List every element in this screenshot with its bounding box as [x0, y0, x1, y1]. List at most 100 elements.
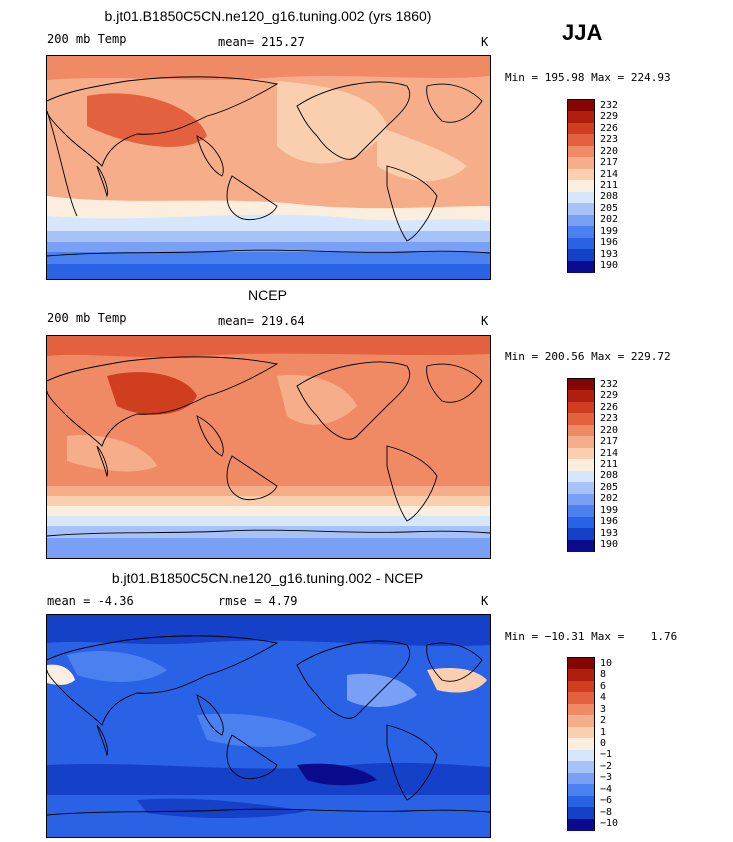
colorbar-swatch — [568, 447, 594, 460]
colorbar-level-label: 2 — [600, 715, 607, 727]
colorbar-swatch — [568, 692, 594, 705]
panel-2-minmax: Min = 200.56 Max = 229.72 — [505, 350, 671, 363]
colorbar-swatch — [568, 470, 594, 483]
colorbar-level-label: 229 — [600, 390, 619, 402]
colorbar-level-label: 220 — [600, 424, 619, 436]
colorbar-swatch — [568, 516, 594, 529]
colorbar-level-label: 223 — [600, 134, 619, 146]
colorbar-swatch — [568, 134, 594, 147]
colorbar-swatch — [568, 226, 594, 239]
colorbar-level-label: 190 — [600, 260, 619, 272]
panel-1-mean-label: mean= 215.27 — [218, 35, 305, 49]
panel-1-title: b.jt01.B1850C5CN.ne120_g16.tuning.002 (y… — [104, 8, 432, 24]
colorbar-swatch — [568, 100, 594, 112]
colorbar-level-label: 205 — [600, 202, 619, 214]
colorbar-swatch — [568, 669, 594, 682]
colorbar-level-label: 226 — [600, 401, 619, 413]
colorbar-swatch — [568, 493, 594, 506]
colorbar-level-label: 0 — [600, 738, 607, 749]
colorbar-swatch — [568, 237, 594, 250]
colorbar-swatch — [568, 505, 594, 518]
colorbar-level-label: 232 — [600, 99, 619, 111]
colorbar-swatch — [568, 528, 594, 541]
colorbar-swatch — [568, 715, 594, 728]
colorbar-swatch — [568, 761, 594, 774]
colorbar-level-label: 193 — [600, 527, 619, 539]
colorbar-level-label: 214 — [600, 447, 619, 459]
panel-1-minmax: Min = 195.98 Max = 224.93 — [505, 71, 671, 84]
colorbar-level-label: 208 — [600, 191, 619, 203]
panel-3-map — [46, 614, 491, 838]
colorbar-swatch — [568, 680, 594, 693]
colorbar-swatch — [568, 145, 594, 158]
colorbar-swatch — [568, 111, 594, 124]
colorbar-swatch — [568, 260, 594, 273]
colorbar-swatch — [568, 424, 594, 437]
colorbar-level-label: 193 — [600, 248, 619, 260]
colorbar-level-label: −10 — [600, 818, 619, 830]
colorbar-level-label: 202 — [600, 493, 619, 505]
colorbar-swatch — [568, 459, 594, 472]
colorbar-level-label: 214 — [600, 168, 619, 180]
colorbar-level-label: 196 — [600, 237, 619, 249]
colorbar-swatch — [568, 214, 594, 227]
colorbar-level-label: 220 — [600, 145, 619, 157]
colorbar-level-label: 205 — [600, 481, 619, 493]
colorbar-swatch — [568, 379, 594, 391]
panel-2-colorbar: 232 229 226 223 220 217 214 211 208 205 202 199 196 1… — [567, 378, 618, 552]
colorbar-level-label: 226 — [600, 122, 619, 134]
colorbar-swatch — [568, 122, 594, 135]
panel-2-units: K — [481, 314, 489, 328]
colorbar-level-label: 8 — [600, 669, 607, 681]
colorbar-level-label: 217 — [600, 157, 619, 169]
colorbar-level-label: 6 — [600, 680, 607, 692]
colorbar-swatch — [568, 784, 594, 797]
colorbar-level-label: 199 — [600, 225, 619, 237]
colorbar-level-label: 223 — [600, 413, 619, 425]
colorbar-level-label: 4 — [600, 692, 607, 704]
colorbar-level-label: −6 — [600, 795, 613, 807]
colorbar-swatch — [568, 818, 594, 831]
colorbar-level-label: 217 — [600, 436, 619, 448]
colorbar-level-label: 10 — [600, 657, 613, 669]
colorbar-swatch — [568, 180, 594, 193]
panel-2-title: NCEP — [248, 287, 287, 303]
panel-2-contour-fill — [47, 336, 490, 558]
panel-3-units: K — [481, 594, 489, 608]
colorbar-swatch — [568, 738, 594, 751]
colorbar-swatch — [568, 482, 594, 495]
panel-1-contour-fill — [47, 56, 490, 279]
colorbar-level-label: 211 — [600, 459, 619, 470]
colorbar-swatch — [568, 795, 594, 808]
colorbar-swatch — [568, 249, 594, 262]
panel-3-title: b.jt01.B1850C5CN.ne120_g16.tuning.002 - … — [111, 570, 424, 586]
colorbar-swatch — [568, 168, 594, 181]
colorbar-level-label: 1 — [600, 726, 607, 738]
panel-1-map — [46, 55, 491, 280]
colorbar-swatch — [568, 413, 594, 426]
panel-1-coastlines — [47, 76, 490, 257]
colorbar-level-label: −1 — [600, 749, 613, 761]
panel-2-mean-label: mean= 219.64 — [218, 314, 305, 328]
panel-1-units: K — [481, 35, 489, 49]
colorbar-swatch — [568, 436, 594, 449]
colorbar-swatch — [568, 772, 594, 785]
panel-3-contour-fill — [47, 615, 490, 837]
colorbar-level-label: −3 — [600, 772, 613, 784]
colorbar-swatch — [568, 703, 594, 716]
panel-3-rmse-label: rmse = 4.79 — [218, 594, 298, 608]
colorbar-level-label: −8 — [600, 806, 613, 818]
colorbar-level-label: 199 — [600, 504, 619, 516]
colorbar-level-label: 208 — [600, 470, 619, 482]
colorbar-swatch — [568, 749, 594, 762]
panel-1-variable-label: 200 mb Temp — [47, 32, 127, 46]
panel-1-colorbar: 232 229 226 223 220 217 214 211 208 205 202 199 196 1… — [567, 99, 618, 273]
colorbar-level-label: −4 — [600, 783, 613, 795]
colorbar-swatch — [568, 539, 594, 552]
panel-3-minmax: Min = −10.31 Max = 1.76 — [505, 630, 678, 643]
colorbar-level-label: −2 — [600, 760, 613, 772]
colorbar-swatch — [568, 390, 594, 403]
season-label: JJA — [562, 20, 603, 45]
colorbar-level-label: 190 — [600, 539, 619, 551]
panel-2-variable-label: 200 mb Temp — [47, 311, 127, 325]
